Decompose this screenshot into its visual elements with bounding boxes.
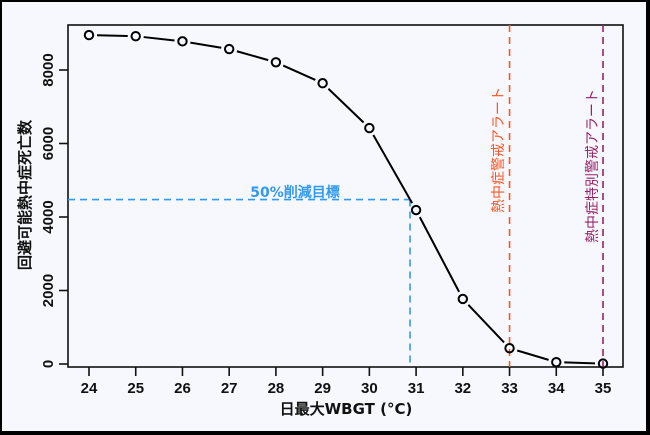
annotation-lines	[68, 25, 604, 367]
y-tick-label: 4000	[40, 200, 57, 233]
series-segment	[327, 88, 365, 124]
special-alert-annotation-label: 熱中症特別警戒アラート	[585, 89, 601, 243]
data-point-marker	[177, 36, 188, 47]
x-tick-label: 33	[501, 380, 518, 397]
series-segment	[143, 36, 175, 42]
x-tick-label: 35	[595, 380, 612, 397]
y-tick-label: 6000	[40, 127, 57, 160]
chart-frame	[2, 2, 646, 431]
data-point-marker	[551, 356, 562, 368]
data-point-marker	[270, 57, 282, 68]
x-tick-label: 31	[408, 380, 425, 397]
series-segment	[236, 50, 269, 62]
x-axis: 24 25 26 27 28 29 30 31 32 33 34 35	[81, 367, 612, 397]
series-segment	[282, 64, 316, 81]
plot-area	[67, 24, 624, 368]
data-point-marker	[317, 78, 328, 89]
y-tick-label: 2000	[40, 274, 57, 307]
series-segment	[190, 41, 222, 49]
series-segment	[418, 216, 460, 293]
x-tick-label: 29	[314, 380, 331, 397]
series-segment	[467, 304, 505, 344]
x-tick-label: 34	[548, 380, 565, 397]
y-tick-label: 8000	[40, 53, 57, 86]
x-axis-title: 日最大WBGT (°C)	[280, 400, 413, 418]
x-tick-label: 26	[174, 380, 191, 397]
series-segment	[96, 34, 128, 38]
series-segment	[372, 134, 413, 204]
series-segment	[564, 361, 596, 365]
target-annotation-label: 50%削減目標	[250, 184, 340, 201]
plot-border	[67, 24, 624, 368]
data-point-marker	[223, 43, 235, 55]
data-point-marker	[410, 204, 422, 216]
data-series	[83, 29, 609, 369]
alert-annotation-label: 熱中症警戒アラート	[491, 87, 507, 213]
x-tick-label: 28	[268, 380, 285, 397]
data-point-marker	[504, 342, 515, 354]
series-segment	[516, 349, 549, 361]
x-tick-label: 27	[221, 380, 238, 397]
x-tick-label: 30	[361, 380, 378, 397]
x-tick-label: 24	[81, 380, 98, 397]
x-tick-label: 25	[127, 380, 144, 397]
y-axis: 0 2000 4000 6000 8000	[40, 53, 68, 368]
data-point-marker	[130, 30, 141, 42]
data-point-marker	[83, 29, 95, 41]
data-point-marker	[457, 293, 469, 305]
data-point-marker	[364, 122, 375, 134]
y-tick-label: 0	[40, 360, 57, 368]
y-axis-title: 回避可能熱中症死亡数	[16, 119, 34, 270]
x-tick-label: 32	[454, 380, 471, 397]
